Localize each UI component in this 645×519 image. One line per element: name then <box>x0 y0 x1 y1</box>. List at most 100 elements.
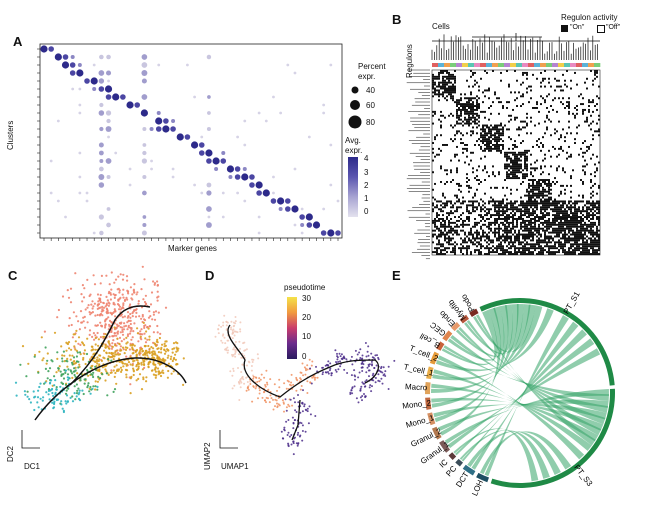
heatmap-on-cell <box>554 204 556 207</box>
heatmap-on-cell <box>508 147 510 150</box>
heatmap-on-cell <box>504 241 506 244</box>
gold-cell <box>45 362 48 365</box>
heatmap-on-cell <box>520 142 522 144</box>
heatmap-on-cell <box>448 89 450 92</box>
heatmap-on-cell <box>568 103 570 106</box>
heatmap-on-cell <box>530 204 532 207</box>
heatmap-on-cell <box>570 219 572 222</box>
gold-cell <box>125 373 128 376</box>
heatmap-on-cell <box>536 239 538 242</box>
heatmap-on-cell <box>546 243 548 246</box>
heatmap-on-cell <box>496 227 498 230</box>
umap-cell <box>221 341 224 344</box>
salmon-cell <box>110 347 114 350</box>
heatmap-on-cell <box>570 132 572 135</box>
heatmap-on-cell <box>456 105 458 107</box>
heatmap-on-cell <box>468 179 470 181</box>
dotplot-dot <box>98 142 104 148</box>
heatmap-on-cell <box>484 247 486 250</box>
heatmap-on-cell <box>590 239 592 242</box>
chord-ribbon <box>447 348 601 449</box>
umap-cell <box>233 330 236 333</box>
umap-cell <box>361 357 364 360</box>
heatmap-on-cell <box>476 208 478 211</box>
heatmap-on-cell <box>548 182 550 185</box>
dotplot-dot <box>155 117 163 125</box>
salmon-cell <box>131 315 134 318</box>
teal-cell <box>33 408 36 412</box>
heatmap-on-cell <box>590 229 592 232</box>
heatmap-on-cell <box>522 221 524 224</box>
salmon-cell <box>112 301 115 304</box>
heatmap-on-cell <box>582 112 584 115</box>
heatmap-on-cell <box>504 155 506 158</box>
off-label: "Off" <box>606 24 621 31</box>
green-cell <box>82 392 85 396</box>
teal-cell <box>66 400 69 403</box>
heatmap-on-cell <box>472 107 474 109</box>
heatmap-on-cell <box>562 237 564 240</box>
heatmap-on-cell <box>504 204 506 207</box>
gold-cell <box>122 365 125 368</box>
heatmap-on-cell <box>596 245 598 248</box>
green-cell <box>46 377 49 380</box>
heatmap-on-cell <box>452 91 454 94</box>
chord-sector-label: PT_S1 <box>562 289 582 315</box>
gold-cell <box>114 353 117 356</box>
heatmap-on-cell <box>548 184 550 187</box>
heatmap-on-cell <box>574 241 576 244</box>
teal-cell <box>55 398 59 401</box>
heatmap-on-cell <box>564 249 566 252</box>
heatmap-on-cell <box>586 163 588 166</box>
salmon-cell <box>140 338 143 341</box>
umap-cell <box>239 321 242 324</box>
heatmap-on-cell <box>530 225 532 228</box>
heatmap-on-cell <box>568 227 570 230</box>
heatmap-on-cell <box>550 241 552 244</box>
heatmap-on-cell <box>432 122 434 125</box>
heatmap-on-cell <box>528 249 530 252</box>
heatmap-on-cell <box>580 251 582 254</box>
heatmap-on-cell <box>520 241 522 244</box>
heatmap-on-cell <box>548 249 550 252</box>
heatmap-on-cell <box>498 97 500 100</box>
heatmap-on-cell <box>464 110 466 113</box>
heatmap-on-cell <box>536 159 538 162</box>
heatmap-on-cell <box>434 247 436 250</box>
umap-cell <box>303 405 306 408</box>
heatmap-on-cell <box>440 229 442 232</box>
heatmap-on-cell <box>542 186 544 189</box>
heatmap-on-cell <box>504 253 506 255</box>
heatmap-on-cell <box>512 173 514 176</box>
heatmap-on-cell <box>532 107 534 109</box>
heatmap-on-cell <box>578 124 580 127</box>
heatmap-on-cell <box>542 144 544 146</box>
heatmap-on-cell <box>458 206 460 209</box>
gold-cell <box>154 366 157 369</box>
trajectory-curve-2 <box>69 305 151 386</box>
heatmap-on-cell <box>432 83 434 86</box>
salmon-cell <box>88 329 92 332</box>
heatmap-on-cell <box>592 190 594 193</box>
heatmap-on-cell <box>528 186 530 189</box>
umap-cell <box>356 353 359 356</box>
heatmap-on-cell <box>512 175 514 178</box>
heatmap-on-cell <box>488 212 490 215</box>
heatmap-on-cell <box>572 239 574 242</box>
heatmap-on-cell <box>472 171 474 174</box>
heatmap-on-cell <box>496 130 498 133</box>
heatmap-on-cell <box>438 99 440 102</box>
heatmap-on-cell <box>432 110 434 113</box>
heatmap-on-cell <box>510 177 512 180</box>
heatmap-on-cell <box>582 194 584 197</box>
heatmap-on-cell <box>438 81 440 84</box>
umap-cell <box>258 389 261 392</box>
salmon-cell <box>133 291 136 294</box>
heatmap-on-cell <box>528 149 530 152</box>
heatmap-on-cell <box>572 249 574 252</box>
heatmap-on-cell <box>534 216 536 218</box>
heatmap-on-cell <box>480 134 482 137</box>
heatmap-on-cell <box>562 200 564 203</box>
heatmap-on-cell <box>476 114 478 117</box>
umap-cell <box>359 357 362 359</box>
